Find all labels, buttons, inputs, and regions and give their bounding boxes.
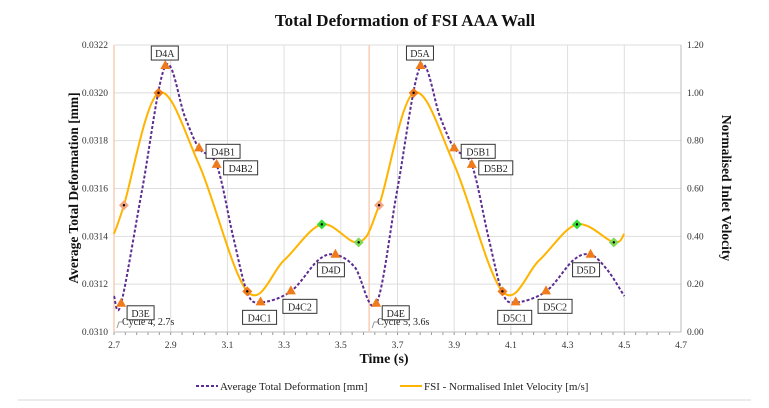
annotation-box (282, 298, 318, 314)
annotation-label: D5C1 (503, 313, 527, 324)
x-tick-label: 3.9 (448, 341, 460, 351)
annotation-box (572, 262, 601, 278)
annotation-label: D5D (576, 266, 595, 277)
annotation-label: D5A (410, 49, 430, 60)
legend-label-velocity: FSI - Normalised Inlet Velocity [m/s] (424, 381, 588, 393)
deformation-marker (211, 158, 222, 168)
deformation-marker (194, 142, 205, 152)
y-axis-title: Average Total Deformation [mm] (66, 92, 81, 283)
deformation-marker (449, 142, 460, 152)
annotation-box (223, 160, 259, 176)
annotation-box (242, 309, 278, 325)
x-tick-label: 4.5 (618, 341, 630, 351)
y2-tick-label: 0.80 (687, 137, 704, 147)
annotation-label: D4C2 (288, 302, 312, 313)
y-tick-label: 0.0320 (82, 89, 108, 99)
velocity-marker-dot (320, 223, 324, 226)
x-tick-label: 4.3 (562, 341, 574, 351)
x-tick-label: 3.1 (221, 341, 233, 351)
cycle-label: Cycle 5, 3.6s (377, 317, 429, 328)
annotation-label: D4B2 (229, 164, 253, 175)
deformation-marker (415, 60, 426, 70)
velocity-marker-dot (377, 204, 381, 207)
x-tick-label: 3.7 (392, 341, 404, 351)
velocity-line (113, 91, 626, 297)
annotation-label: D4D (321, 266, 340, 277)
y-tick-label: 0.0314 (82, 232, 108, 242)
annotation-box (150, 45, 179, 61)
x-tick-label: 2.9 (165, 341, 177, 351)
y2-tick-label: 1.20 (687, 41, 704, 51)
y-tick-label: 0.0322 (82, 41, 108, 51)
deformation-marker (510, 296, 521, 306)
y2-tick-label: 0.40 (687, 232, 704, 242)
y2-tick-label: 1.00 (687, 89, 704, 99)
annotation-label: D5C2 (543, 302, 567, 313)
axes: 2.7 2.9 3.1 3.3 3.5 3.7 3.9 4.1 4.3 4.5 4.7 0.0310 0… (82, 41, 704, 351)
y2-tick-label: 0.00 (687, 328, 704, 338)
annotation-label: D4E (387, 309, 405, 320)
cycle-leader (116, 321, 122, 329)
y-tick-label: 0.0318 (82, 137, 108, 147)
annotation-label: D5B1 (466, 147, 490, 158)
velocity-marker-dot (575, 223, 579, 226)
annotation-box (316, 262, 345, 278)
legend: Average Total Deformation [mm] FSI - Nor… (196, 381, 588, 393)
annotation-box (460, 143, 496, 159)
deformation-marker (160, 60, 171, 70)
x-tick-label: 3.3 (278, 341, 290, 351)
cycle-label: Cycle 4, 2.7s (122, 317, 174, 328)
x-axis-title: Time (s) (359, 352, 408, 367)
annotation-box (405, 45, 434, 61)
velocity-marker-dot (122, 204, 126, 207)
velocity-marker-dot (246, 290, 249, 293)
deformation-marker (285, 285, 296, 295)
velocity-marker-dot (612, 241, 616, 244)
annotation-label: D5B2 (484, 164, 508, 175)
chart-title: Total Deformation of FSI AAA Wall (275, 11, 535, 30)
annotation-box (381, 305, 410, 321)
deformation-marker (255, 296, 266, 306)
cycle-leader (371, 321, 378, 329)
legend-label-deformation: Average Total Deformation [mm] (220, 381, 368, 393)
deformation-marker (330, 248, 341, 258)
x-tick-label: 3.5 (335, 341, 347, 351)
velocity-marker-dot (357, 241, 360, 244)
y-tick-label: 0.0312 (82, 280, 108, 290)
deformation-marker (466, 158, 477, 168)
y2-axis-title: Normalised Inlet Velocity (719, 115, 734, 261)
annotation-box (205, 143, 241, 159)
markers: D3E D4A D4B1 D4B2 D4C1 D4C2 D4D D4E D5A D5B1 D5B2 D… (116, 45, 619, 325)
annotation-label: D3E (131, 309, 149, 320)
y2-tick-label: 0.60 (687, 185, 704, 195)
cycle-markers: Cycle 4, 2.7s Cycle 5, 3.6s (113, 45, 429, 332)
annotation-box (537, 298, 573, 314)
velocity-marker-dot (501, 290, 504, 293)
deformation-marker (116, 297, 127, 307)
velocity-marker-dot (157, 91, 160, 95)
annotation-box (478, 160, 514, 176)
y-tick-label: 0.0310 (82, 328, 108, 338)
velocity-marker-dot (412, 91, 415, 95)
y2-tick-label: 0.20 (687, 280, 704, 290)
annotation-label: D4A (155, 49, 175, 60)
annotation-box (497, 309, 533, 325)
deformation-marker (541, 285, 552, 295)
annotation-label: D4C1 (248, 313, 272, 324)
deformation-marker (371, 297, 382, 307)
x-tick-label: 4.7 (675, 341, 687, 351)
annotation-label: D4B1 (211, 147, 235, 158)
annotation-box (126, 305, 155, 321)
y-tick-label: 0.0316 (82, 185, 108, 195)
deformation-marker (585, 248, 596, 258)
x-tick-label: 4.1 (505, 341, 517, 351)
x-tick-label: 2.7 (108, 341, 120, 351)
